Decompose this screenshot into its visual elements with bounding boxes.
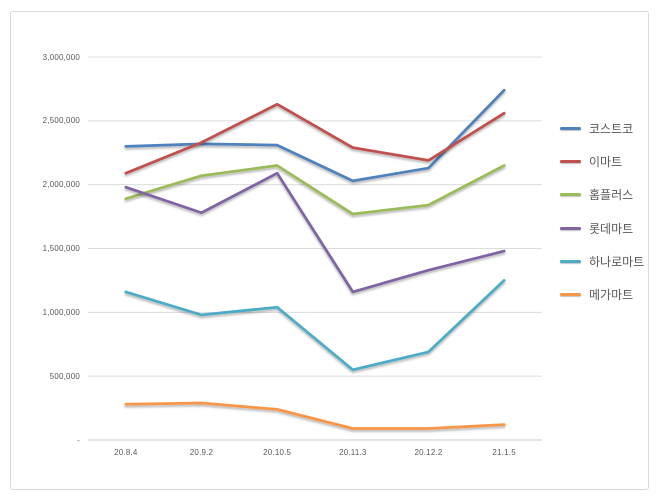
legend-item: 이마트 <box>560 145 644 178</box>
x-axis-tick-label: 20.11.3 <box>339 448 367 457</box>
y-axis-tick-label: 3,000,000 <box>42 52 80 62</box>
x-axis-tick-label: 20.10.5 <box>263 448 292 457</box>
legend-label: 롯데마트 <box>589 221 634 236</box>
legend-item: 롯데마트 <box>560 212 644 245</box>
y-axis-tick-label: - <box>77 435 80 445</box>
legend-label: 하나로마트 <box>589 254 645 269</box>
y-axis-tick-label: 1,000,000 <box>42 307 80 317</box>
y-axis-tick-label: 2,000,000 <box>42 180 80 190</box>
legend-swatch-icon <box>560 226 581 230</box>
y-axis-tick-label: 2,500,000 <box>42 116 80 126</box>
series-lines <box>124 88 506 430</box>
gridlines <box>88 56 542 441</box>
legend-label: 코스트코 <box>589 122 634 137</box>
legend-label: 메가마트 <box>589 288 634 303</box>
series-line <box>124 401 506 430</box>
x-axis-tick-label: 20.8.4 <box>114 448 138 457</box>
x-axis-tick-label: 20.9.2 <box>189 448 214 457</box>
y-axis-tick-label: 500,000 <box>49 371 80 381</box>
series-line <box>124 171 506 294</box>
legend-item: 코스트코 <box>560 112 644 145</box>
legend-swatch-icon <box>560 127 581 131</box>
legend-item: 하나로마트 <box>560 245 644 278</box>
legend-swatch-icon <box>560 293 581 297</box>
chart-frame <box>10 11 649 490</box>
y-axis-tick-label: 1,500,000 <box>42 244 80 253</box>
series-line <box>124 164 506 216</box>
legend-swatch-icon <box>560 193 581 197</box>
legend-item: 홈플러스 <box>560 178 644 211</box>
legend-label: 이마트 <box>589 155 623 170</box>
legend-swatch-icon <box>560 259 581 263</box>
legend-label: 홈플러스 <box>589 188 634 203</box>
legend-swatch-icon <box>560 160 581 164</box>
series-line <box>124 279 506 372</box>
x-axis-tick-label: 20.12.2 <box>414 448 443 457</box>
series-line <box>124 88 506 183</box>
legend-item: 메가마트 <box>560 278 644 311</box>
series-line <box>124 102 506 175</box>
x-axis-tick-label: 21.1.5 <box>492 448 516 457</box>
